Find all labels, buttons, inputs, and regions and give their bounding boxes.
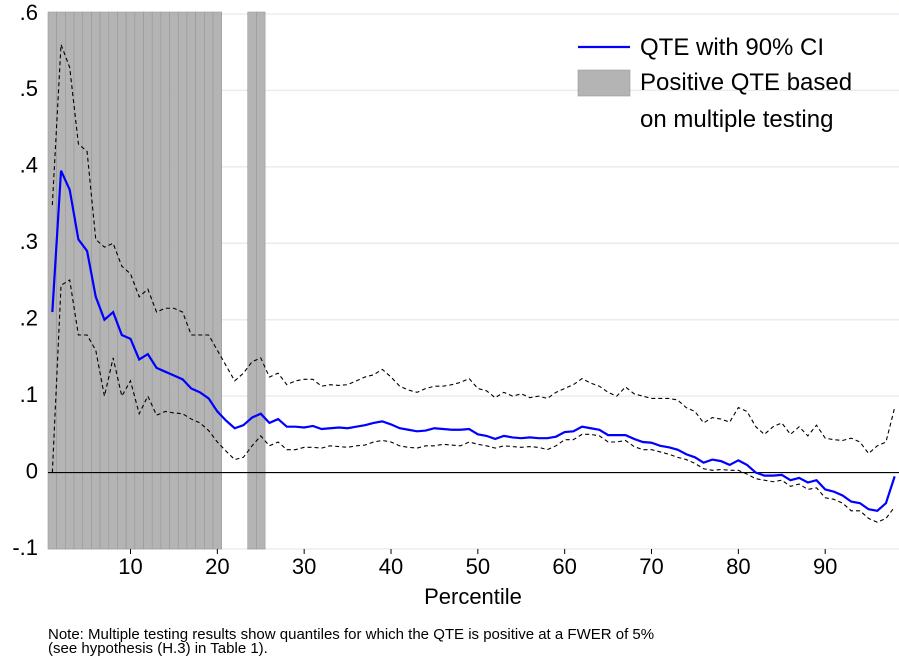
x-tick-label: 30 [292,554,316,579]
shaded-bar [99,11,110,550]
y-tick-label: .4 [20,153,38,178]
plot-layer [47,11,899,554]
x-tick-label: 10 [118,554,142,579]
note-line: Note: Multiple testing results show quan… [48,626,655,643]
shaded-bar [212,11,222,550]
x-tick-label: 50 [466,554,490,579]
shaded-bar [143,11,153,550]
shaded-bar [151,11,162,550]
shaded-bar [177,11,188,550]
y-tick-label: -.1 [12,535,38,560]
note-line: (see hypothesis (H.3) in Table 1). [48,640,268,657]
shaded-bar [117,11,127,550]
shaded-bar [204,11,214,550]
y-tick-label: .5 [20,76,38,101]
legend-swatch [577,69,631,97]
x-tick-label: 80 [726,554,750,579]
ci-line [51,44,896,455]
shaded-bar [195,11,205,550]
shaded-bar [256,11,266,550]
shaded-bar [108,11,118,550]
y-tick-label: .6 [20,0,38,25]
x-tick-label: 90 [813,554,837,579]
shaded-bar [186,11,196,550]
x-tick-label: 20 [205,554,229,579]
y-tick-label: 0 [26,458,38,483]
legend-label: Positive QTE based on multiple testing [640,69,853,133]
shaded-bar [125,11,136,550]
legend-label: QTE with 90% CI [640,34,825,61]
chart: Percentile -.1 0 .1 .2 .3 .4 .5 .6 10 20 30 40 50 60 7… [12,0,899,609]
shaded-bar [169,11,179,550]
x-axis-label: Percentile [424,584,522,609]
x-tick-label: 60 [552,554,576,579]
shaded-bar [73,11,84,550]
y-tick-label: .2 [20,306,38,331]
x-tick-label: 70 [639,554,663,579]
x-tick-label: 40 [379,554,403,579]
shaded-bar [247,11,257,550]
shaded-bar [134,11,144,550]
y-tick-label: .1 [20,382,38,407]
shaded-bar [160,11,170,550]
shaded-bar [82,11,92,550]
ci-line [51,279,896,523]
qte-line [51,170,896,512]
y-tick-label: .3 [20,229,38,254]
